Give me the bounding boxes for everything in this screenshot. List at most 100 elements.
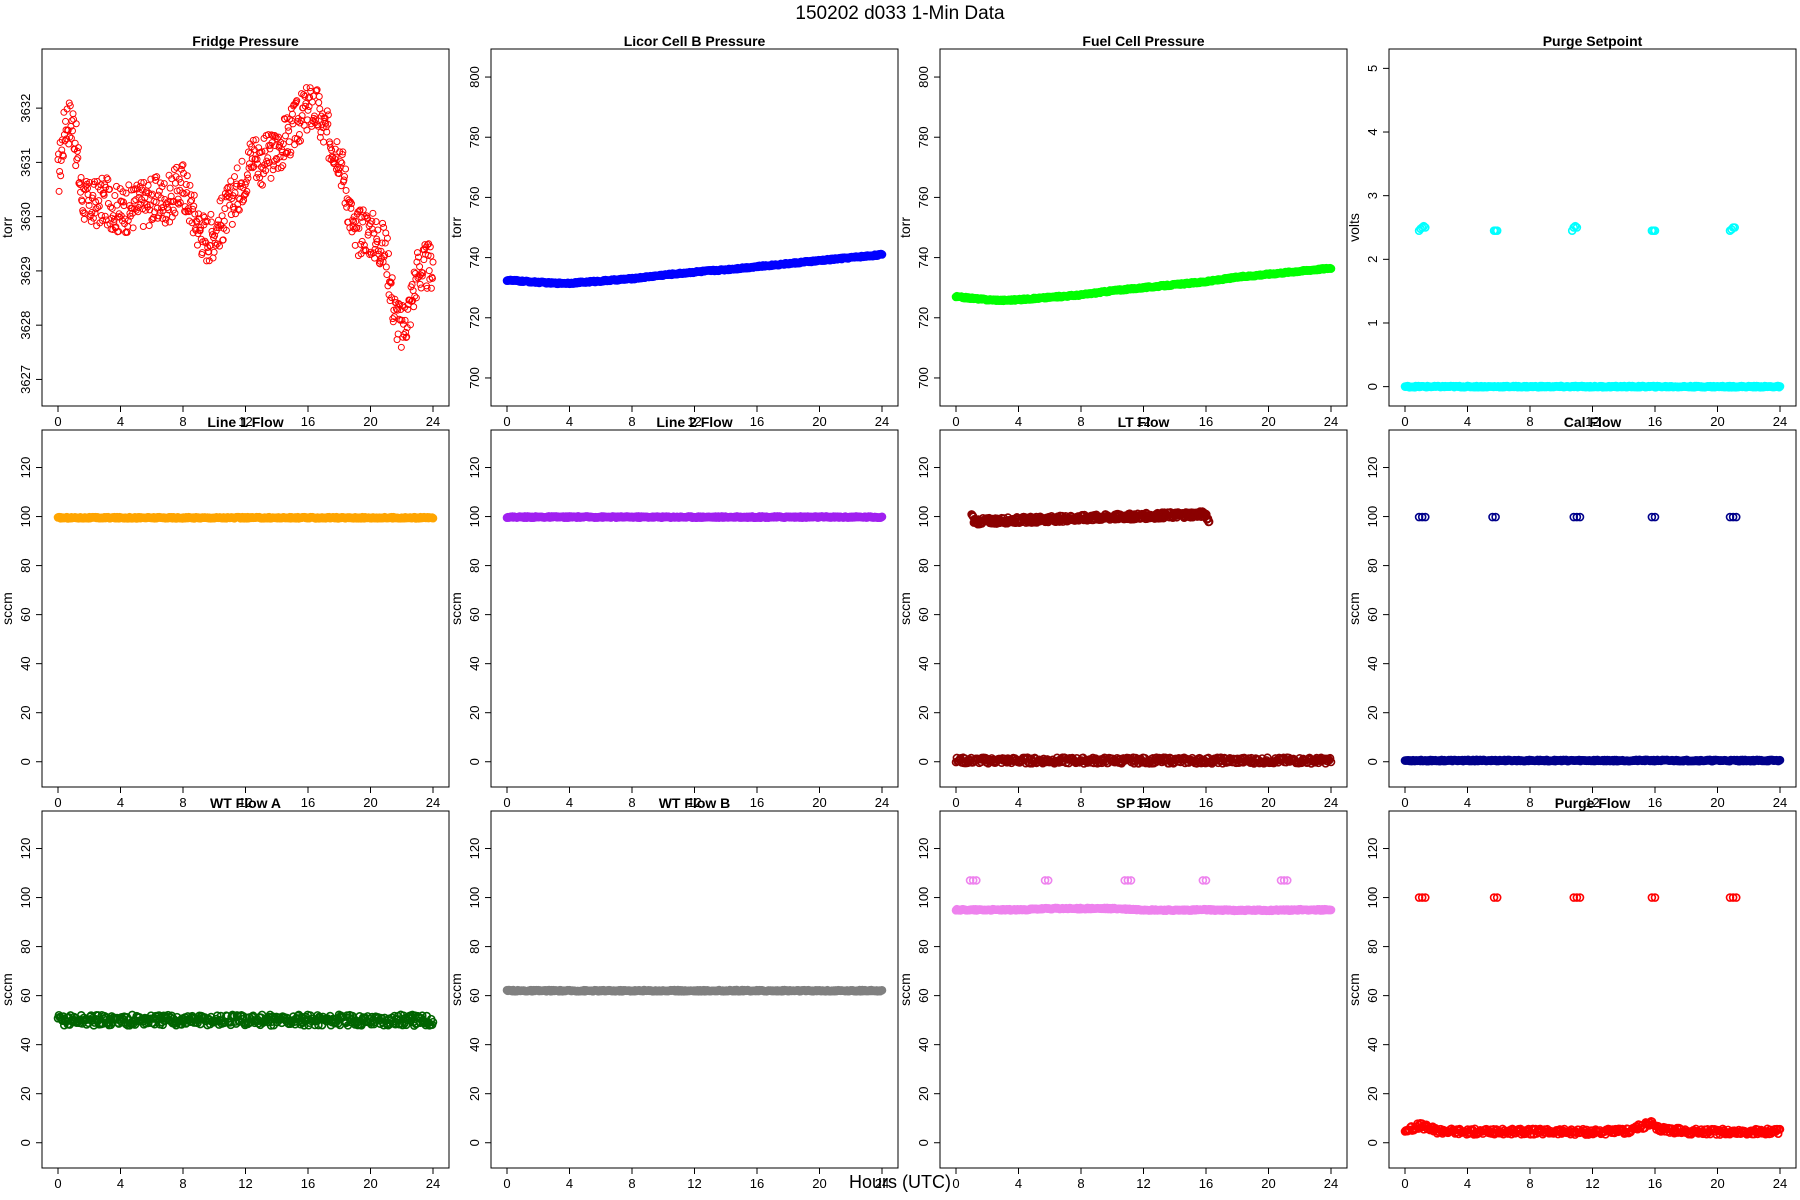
data-point (1326, 264, 1336, 273)
x-tick-label: 24 (426, 795, 440, 810)
data-point (338, 159, 346, 167)
y-tick-label: 3632 (18, 94, 33, 123)
data-point (57, 172, 65, 180)
x-tick-label: 16 (1199, 414, 1213, 429)
data-point (323, 107, 331, 115)
x-tick-label: 8 (1077, 795, 1084, 810)
plot-frame (41, 810, 450, 1169)
panel-title: Line 2 Flow (656, 414, 732, 430)
panel-title: Purge Setpoint (1543, 33, 1643, 49)
data-point (73, 156, 81, 164)
y-tick-label: 700 (467, 367, 482, 389)
plot-frame (939, 429, 1348, 788)
panel-title: WT Flow A (210, 795, 281, 811)
data-point (85, 196, 93, 204)
x-tick-label: 4 (566, 1176, 573, 1191)
x-tick-label: 16 (301, 1176, 315, 1191)
y-tick-label: 760 (467, 187, 482, 209)
data-points (502, 249, 887, 289)
data-point (186, 181, 194, 189)
data-point (137, 179, 145, 187)
data-point (340, 173, 348, 181)
data-point (67, 134, 75, 142)
plot-frame (939, 48, 1348, 407)
data-point (222, 226, 230, 234)
data-point (304, 106, 312, 114)
data-point (393, 336, 401, 344)
data-point (283, 149, 291, 157)
y-tick-label: 20 (467, 705, 482, 719)
y-tick-label: 100 (467, 506, 482, 528)
data-point (416, 280, 424, 288)
data-point (300, 91, 308, 99)
data-point (130, 197, 138, 205)
data-point (412, 294, 420, 302)
data-point (59, 152, 67, 160)
data-point (66, 102, 74, 110)
data-point (129, 224, 137, 232)
data-point (147, 175, 155, 183)
data-point (258, 148, 266, 156)
x-tick-label: 0 (503, 795, 510, 810)
data-point (315, 99, 323, 107)
y-tick-label: 100 (467, 887, 482, 909)
x-tick-label: 12 (1136, 414, 1150, 429)
data-point (188, 219, 196, 227)
x-tick-label: 24 (1324, 414, 1338, 429)
data-points (502, 512, 887, 523)
data-point (104, 199, 112, 207)
data-point (352, 217, 360, 225)
data-point (377, 247, 385, 255)
x-tick-label: 0 (54, 795, 61, 810)
data-point (107, 203, 115, 211)
y-tick-label: 40 (18, 656, 33, 670)
y-axis-label: sccm (448, 973, 464, 1006)
data-point (293, 97, 301, 105)
data-point (264, 154, 272, 162)
data-point (177, 165, 185, 173)
x-tick-label: 0 (952, 795, 959, 810)
panel-title: WT Flow B (659, 795, 731, 811)
x-tick-label: 16 (301, 795, 315, 810)
y-tick-label: 60 (467, 988, 482, 1002)
x-tick-label: 0 (54, 1176, 61, 1191)
data-point (401, 316, 409, 324)
data-point (428, 274, 436, 282)
data-point (302, 84, 310, 92)
data-point (295, 138, 303, 146)
y-axis-label: volts (1346, 213, 1362, 242)
data-point (179, 161, 187, 169)
data-point (368, 225, 376, 233)
data-point (101, 212, 109, 220)
data-point (143, 200, 151, 208)
plot-frame (490, 48, 899, 407)
data-point (120, 202, 128, 210)
data-point (157, 194, 165, 202)
x-tick-label: 8 (179, 795, 186, 810)
data-point (326, 140, 334, 148)
data-point (62, 117, 70, 125)
plot-frame (1388, 429, 1797, 788)
data-point (111, 192, 119, 200)
data-point (58, 146, 66, 154)
data-point (74, 154, 82, 162)
data-point (72, 162, 80, 170)
data-point (183, 172, 191, 180)
data-point (213, 240, 221, 248)
y-tick-label: 20 (916, 705, 931, 719)
data-point (268, 131, 276, 139)
x-tick-label: 8 (1526, 414, 1533, 429)
data-point (382, 263, 390, 271)
data-point (56, 168, 64, 176)
data-point (358, 237, 366, 245)
data-point (307, 120, 315, 128)
data-point (298, 112, 306, 120)
data-point (160, 180, 168, 188)
data-point (313, 86, 321, 94)
data-point (166, 184, 174, 192)
data-point (388, 274, 396, 282)
x-tick-label: 0 (1401, 414, 1408, 429)
